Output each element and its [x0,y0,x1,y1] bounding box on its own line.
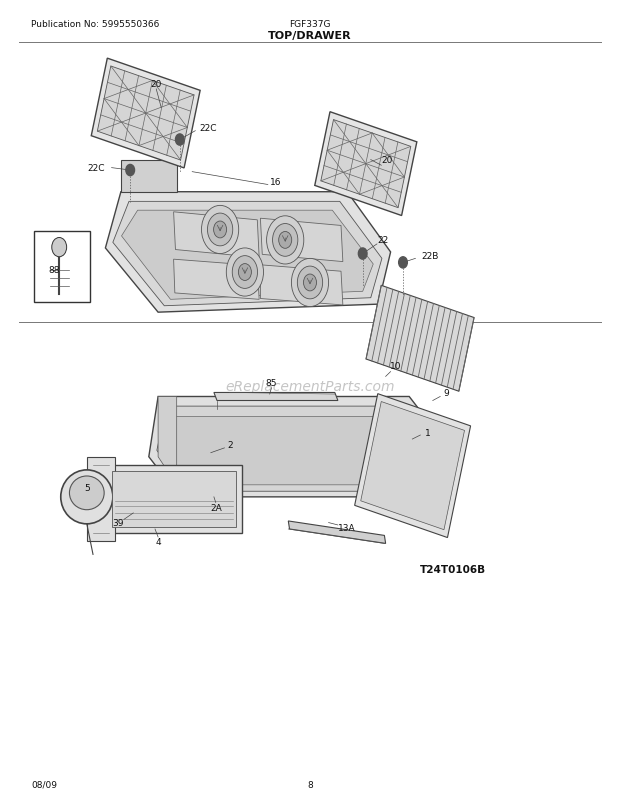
Text: 8: 8 [307,780,313,789]
Text: 2A: 2A [210,503,221,512]
Ellipse shape [69,476,104,510]
Polygon shape [174,260,259,300]
Polygon shape [158,397,177,485]
Bar [315,112,417,217]
Text: TOP/DRAWER: TOP/DRAWER [268,31,352,41]
Text: 88: 88 [43,240,55,249]
Polygon shape [157,407,431,492]
Text: 20: 20 [151,79,162,89]
Circle shape [273,225,298,257]
Polygon shape [105,192,391,313]
Text: 13A: 13A [339,523,356,533]
Circle shape [232,257,257,289]
Polygon shape [87,457,115,541]
Text: 08/09: 08/09 [31,780,57,789]
Bar [361,402,464,530]
Text: 1: 1 [425,428,431,438]
Text: Publication No: 5995550366: Publication No: 5995550366 [31,19,159,29]
Text: FGF337G: FGF337G [290,19,330,29]
Text: 20: 20 [382,156,393,165]
Polygon shape [149,397,440,497]
Polygon shape [260,265,343,306]
Polygon shape [288,521,386,544]
Polygon shape [112,472,236,528]
Circle shape [358,249,367,260]
Bar [321,120,411,209]
Polygon shape [260,219,343,262]
Polygon shape [214,393,338,401]
Circle shape [304,274,316,291]
Text: 4: 4 [155,537,161,546]
Text: 16: 16 [270,177,281,187]
Circle shape [208,214,232,246]
Text: 22B: 22B [421,252,438,261]
Text: 22: 22 [378,236,389,245]
Circle shape [126,165,135,176]
Bar [366,286,474,391]
Text: 2: 2 [228,440,234,450]
Text: 9: 9 [443,388,449,398]
Circle shape [298,267,322,299]
Bar [34,232,90,302]
Polygon shape [105,465,242,533]
Text: eReplacementParts.com: eReplacementParts.com [225,379,395,394]
Polygon shape [174,417,409,485]
Circle shape [226,249,264,297]
Text: 22C: 22C [87,164,105,173]
Circle shape [213,221,227,239]
Bar [355,394,471,538]
Text: 5: 5 [84,483,90,492]
Text: 88: 88 [48,265,60,275]
Circle shape [399,257,407,269]
Polygon shape [121,160,177,192]
Bar [97,67,194,161]
Text: 85: 85 [266,378,277,387]
Text: 39: 39 [112,518,123,528]
Polygon shape [113,202,382,306]
Ellipse shape [61,470,113,525]
Circle shape [238,265,252,282]
Circle shape [52,238,67,257]
Circle shape [291,259,329,307]
Circle shape [202,206,239,254]
Polygon shape [174,213,259,258]
Circle shape [279,233,292,249]
Bar [91,59,200,168]
Text: 22C: 22C [199,124,216,133]
Polygon shape [122,211,373,300]
Circle shape [175,135,184,146]
Circle shape [267,217,304,265]
Text: T24T0106B: T24T0106B [420,565,485,574]
Text: 10: 10 [390,362,401,371]
